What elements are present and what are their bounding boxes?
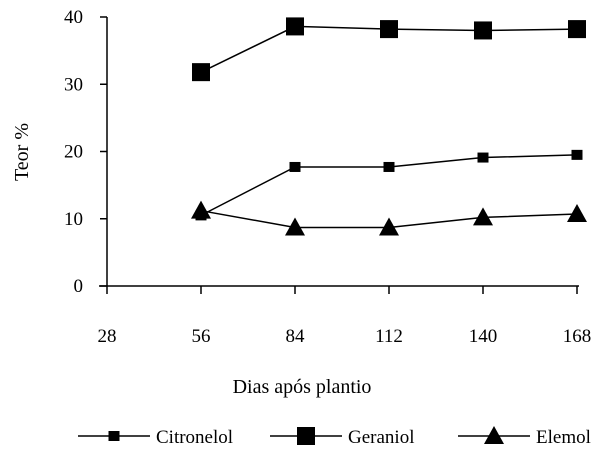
x-tick-label: 28 [98,326,117,347]
x-tick-label: 168 [563,326,592,347]
legend-label: Elemol [536,427,591,448]
x-tick-label: 84 [286,326,306,347]
series-citronelol [195,149,583,221]
citronelol-point [571,149,583,160]
x-tick-label: 140 [469,326,498,347]
legend-marker [297,427,315,445]
series-geraniol [192,17,586,82]
geraniol-point [192,63,210,82]
elemol-point [567,204,587,223]
legend-label: Citronelol [156,427,233,448]
legend-item-citronelol: Citronelol [78,427,233,448]
legend-label: Geraniol [348,427,414,448]
geraniol-point [568,20,586,39]
geraniol-point [380,20,398,39]
y-tick-label: 10 [64,209,83,230]
y-tick-label: 0 [74,276,84,297]
x-tick-label: 112 [375,326,403,347]
axes: 0 10 20 30 40 28 56 84 112 140 168 [64,7,591,347]
x-tick-label: 56 [192,326,211,347]
legend-marker [108,431,120,441]
elemol-point [379,217,399,236]
x-axis-title: Dias após plantio [233,376,372,398]
elemol-point [473,207,493,226]
legend-item-geraniol: Geraniol [270,427,414,448]
y-axis-title: Teor % [11,123,33,181]
elemol-point [191,200,211,219]
geraniol-point [286,17,304,36]
legend-item-elemol: Elemol [458,426,591,448]
citronelol-point [477,152,489,163]
geraniol-point [474,21,492,40]
legend: Citronelol Geraniol Elemol [78,426,591,448]
y-tick-label: 30 [64,74,83,95]
legend-marker [484,426,504,444]
y-tick-label: 40 [64,7,83,28]
series-elemol [191,200,587,236]
elemol-point [285,217,305,236]
citronelol-point [383,161,395,172]
y-tick-label: 20 [64,142,83,163]
series-layer [191,17,587,236]
citronelol-point [289,161,301,172]
